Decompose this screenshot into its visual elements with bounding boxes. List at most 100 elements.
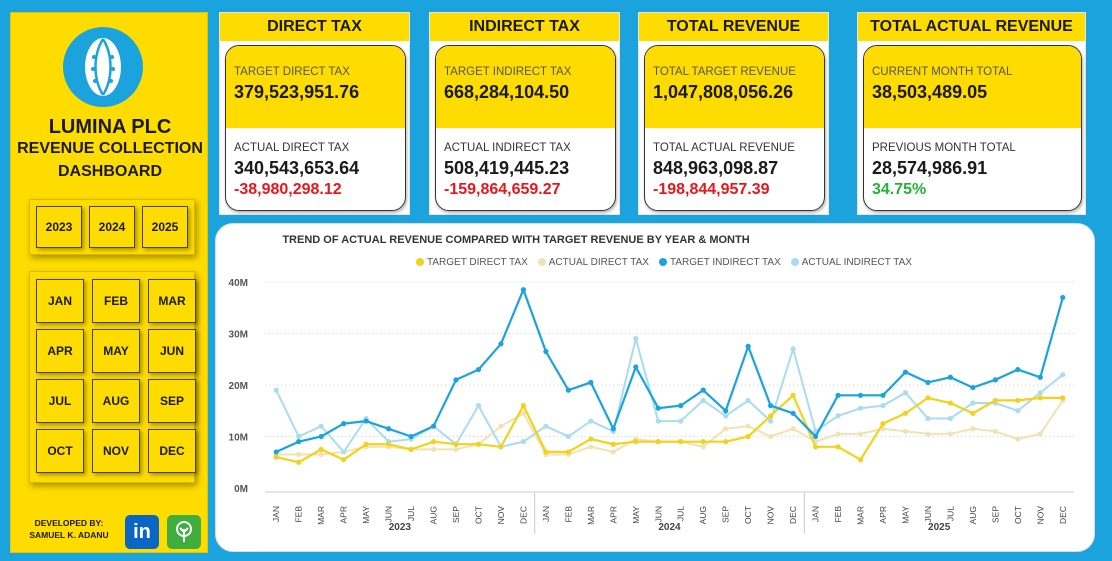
x-tick-label: AUG bbox=[429, 506, 439, 524]
y-tick-label: 0M bbox=[234, 484, 248, 495]
month-button-oct[interactable]: OCT bbox=[36, 429, 84, 473]
series-point-0 bbox=[678, 439, 684, 445]
month-button-feb[interactable]: FEB bbox=[92, 279, 140, 323]
target-indirect-label: TARGET INDIRECT TAX bbox=[444, 66, 572, 78]
direct-tax-panel: TARGET DIRECT TAX 379,523,951.76 ACTUAL … bbox=[225, 45, 406, 211]
x-tick-label: JUL bbox=[676, 506, 686, 521]
x-tick-label: MAY bbox=[361, 506, 371, 524]
series-point-3 bbox=[835, 413, 841, 419]
series-point-2 bbox=[633, 364, 639, 370]
series-point-2 bbox=[790, 410, 796, 416]
x-tick-label: JAN bbox=[271, 506, 281, 522]
year-button-2023[interactable]: 2023 bbox=[36, 206, 82, 248]
series-point-0 bbox=[296, 459, 302, 465]
series-point-0 bbox=[925, 395, 931, 401]
month-button-jul[interactable]: JUL bbox=[36, 379, 84, 423]
x-tick-label: FEB bbox=[833, 506, 843, 523]
series-point-2 bbox=[475, 366, 482, 373]
month-button-jan[interactable]: JAN bbox=[36, 279, 84, 323]
series-point-2 bbox=[498, 341, 504, 347]
series-point-0 bbox=[633, 439, 639, 445]
indirect-tax-card: INDIRECT TAX TARGET INDIRECT TAX 668,284… bbox=[429, 12, 620, 215]
series-point-0 bbox=[520, 403, 527, 409]
series-point-1 bbox=[745, 423, 751, 429]
linkedin-icon[interactable]: in bbox=[125, 515, 159, 549]
series-point-2 bbox=[857, 392, 864, 398]
legend-actual-indirect[interactable]: ACTUAL INDIRECT TAX bbox=[790, 257, 912, 268]
x-tick-label: NOV bbox=[766, 506, 776, 525]
current-month-value: 38,503,489.05 bbox=[872, 82, 988, 102]
series-point-2 bbox=[453, 377, 459, 383]
total-revenue-panel: TOTAL TARGET REVENUE 1,047,808,056.26 TO… bbox=[644, 45, 825, 211]
series-point-2 bbox=[835, 392, 841, 398]
month-slicer: JAN FEB MAR APR MAY JUN JUL AUG SEP OCT … bbox=[29, 271, 196, 483]
series-point-3 bbox=[296, 433, 302, 440]
x-tick-label: MAR bbox=[586, 506, 596, 525]
x-tick-label: MAY bbox=[900, 506, 910, 524]
series-point-1 bbox=[925, 431, 931, 437]
series-point-2 bbox=[385, 426, 392, 432]
x-tick-label: APR bbox=[608, 506, 618, 523]
series-point-3 bbox=[543, 423, 549, 429]
direct-tax-title: DIRECT TAX bbox=[220, 13, 409, 41]
direct-variance: -38,980,298.12 bbox=[234, 181, 342, 198]
series-point-0 bbox=[723, 439, 729, 445]
month-button-mar[interactable]: MAR bbox=[148, 279, 196, 323]
series-point-3 bbox=[880, 403, 886, 409]
x-tick-label: SEP bbox=[451, 506, 461, 523]
linktree-icon[interactable] bbox=[167, 515, 201, 549]
legend-actual-direct[interactable]: ACTUAL DIRECT TAX bbox=[537, 257, 649, 268]
series-point-3 bbox=[970, 400, 976, 406]
indirect-tax-panel: TARGET INDIRECT TAX 668,284,104.50 ACTUA… bbox=[435, 45, 616, 211]
series-point-0 bbox=[565, 449, 571, 455]
legend-target-indirect[interactable]: TARGET INDIRECT TAX bbox=[658, 257, 781, 268]
y-tick-label: 20M bbox=[229, 381, 248, 392]
legend-target-direct-label: TARGET DIRECT TAX bbox=[427, 257, 528, 268]
series-point-2 bbox=[1037, 374, 1043, 380]
series-point-2 bbox=[880, 392, 886, 398]
y-tick-label: 40M bbox=[229, 278, 248, 289]
x-tick-label: MAY bbox=[631, 506, 641, 524]
series-point-1 bbox=[1037, 431, 1043, 437]
month-button-dec[interactable]: DEC bbox=[148, 429, 196, 473]
series-point-1 bbox=[498, 423, 504, 429]
legend-actual-direct-label: ACTUAL DIRECT TAX bbox=[548, 257, 649, 268]
x-tick-label: JAN bbox=[811, 506, 821, 522]
month-button-sep[interactable]: SEP bbox=[148, 379, 196, 423]
series-point-3 bbox=[1015, 408, 1021, 414]
year-button-2024[interactable]: 2024 bbox=[89, 206, 135, 248]
series-point-3 bbox=[318, 423, 324, 429]
series-point-2 bbox=[992, 377, 998, 383]
month-growth: 34.75% bbox=[872, 181, 927, 198]
month-button-may[interactable]: MAY bbox=[92, 329, 140, 373]
series-line-2 bbox=[275, 286, 1064, 453]
year-slicer: 2023 2024 2025 bbox=[29, 199, 195, 255]
year-button-2025[interactable]: 2025 bbox=[142, 206, 188, 248]
series-point-3 bbox=[678, 418, 684, 424]
series-point-0 bbox=[745, 433, 751, 440]
month-button-apr[interactable]: APR bbox=[36, 329, 84, 373]
series-point-2 bbox=[768, 403, 774, 409]
series-point-3 bbox=[475, 403, 482, 409]
series-point-3 bbox=[790, 346, 796, 352]
month-button-aug[interactable]: AUG bbox=[92, 379, 140, 423]
series-point-0 bbox=[318, 446, 324, 452]
x-tick-label: APR bbox=[339, 506, 349, 523]
month-button-jun[interactable]: JUN bbox=[148, 329, 196, 373]
series-point-2 bbox=[543, 348, 549, 355]
series-point-1 bbox=[430, 446, 437, 452]
target-direct-label: TARGET DIRECT TAX bbox=[234, 66, 350, 78]
chart-legend: TARGET DIRECT TAX ACTUAL DIRECT TAX TARG… bbox=[416, 257, 912, 268]
month-button-nov[interactable]: NOV bbox=[92, 429, 140, 473]
series-point-0 bbox=[430, 439, 437, 445]
total-actual-revenue-panel: CURRENT MONTH TOTAL 38,503,489.05 PREVIO… bbox=[863, 45, 1082, 211]
total-actual-value: 848,963,098.87 bbox=[653, 158, 779, 178]
x-tick-label: FEB bbox=[294, 506, 304, 523]
previous-month-label: PREVIOUS MONTH TOTAL bbox=[872, 142, 1016, 154]
legend-target-direct[interactable]: TARGET DIRECT TAX bbox=[416, 257, 528, 268]
series-point-0 bbox=[453, 441, 459, 447]
series-point-2 bbox=[408, 433, 414, 440]
series-point-3 bbox=[565, 433, 571, 440]
series-point-0 bbox=[768, 413, 774, 419]
